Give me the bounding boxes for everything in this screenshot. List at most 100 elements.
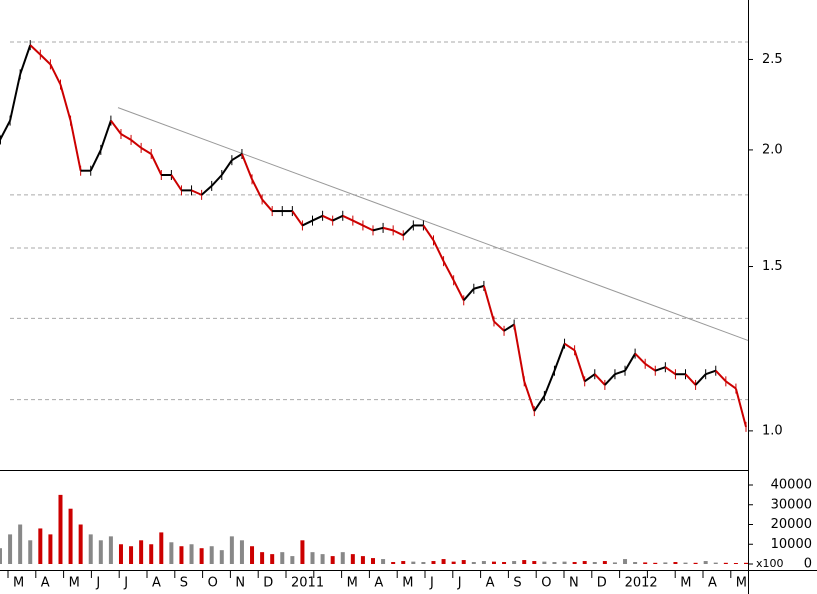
volume-bar xyxy=(38,528,43,564)
y2-tick-label: 40000 xyxy=(771,478,812,493)
x-tick-label: 2012 xyxy=(625,576,658,591)
y-tick-label: 2.0 xyxy=(762,142,783,157)
price-segment xyxy=(432,239,445,262)
volume-bar xyxy=(360,556,365,564)
price-segment xyxy=(573,349,586,382)
y2-tick-label: 30000 xyxy=(771,497,812,512)
x-tick-label: A xyxy=(374,576,383,591)
volume-bar xyxy=(623,559,628,564)
price-segment xyxy=(725,380,737,390)
price-segment xyxy=(654,366,666,372)
volume-bar xyxy=(491,561,496,564)
volume-bar xyxy=(653,562,658,564)
price-segment xyxy=(402,224,415,237)
y-tick-label: 1.0 xyxy=(762,423,783,438)
volume-bar xyxy=(179,546,184,564)
price-segment xyxy=(0,120,11,141)
volume-bar xyxy=(88,534,93,564)
volume-bar xyxy=(371,558,375,564)
price-segment xyxy=(614,369,626,376)
price-segment xyxy=(523,381,536,412)
price-segment xyxy=(604,373,616,386)
volume-bar xyxy=(270,554,275,564)
volume-bar xyxy=(633,562,638,564)
price-segment xyxy=(301,219,313,227)
volume-bar xyxy=(250,546,255,564)
price-segment xyxy=(210,174,223,187)
volume-bar xyxy=(320,554,325,564)
volume-bar xyxy=(431,561,436,564)
volume-bar xyxy=(209,546,214,564)
y2-tick-label: 10000 xyxy=(771,537,812,552)
x-tick-label: M xyxy=(13,576,24,591)
y-tick-label: 2.5 xyxy=(762,52,783,67)
x-tick-label: A xyxy=(41,576,50,591)
volume-bar xyxy=(280,552,285,564)
volume-bar xyxy=(441,559,446,564)
volume-bar xyxy=(723,562,728,564)
volume-bar xyxy=(663,562,668,564)
volume-bar xyxy=(713,562,718,564)
volume-bar xyxy=(532,561,537,564)
x-tick-label: M xyxy=(680,576,691,591)
x-tick-label: M xyxy=(402,576,413,591)
price-segment xyxy=(503,323,515,332)
volume-bar xyxy=(260,552,265,564)
x-tick-label: D xyxy=(597,576,607,591)
x-tick-label: O xyxy=(541,576,551,591)
volume-bar xyxy=(189,544,194,564)
price-segment xyxy=(594,373,606,386)
x-tick-label: N xyxy=(235,576,245,591)
price-segment xyxy=(462,288,475,301)
price-segment xyxy=(120,133,132,141)
price-segment xyxy=(442,260,455,281)
x-tick-label: A xyxy=(486,576,495,591)
volume-bar xyxy=(744,562,748,564)
x-tick-label: M xyxy=(347,576,358,591)
price-segment xyxy=(49,63,62,85)
volume-bar xyxy=(733,563,738,564)
volume-bar xyxy=(108,536,113,564)
price-segment xyxy=(322,214,334,222)
volume-bar xyxy=(542,561,547,564)
volume-bar xyxy=(502,562,507,564)
price-segment xyxy=(493,320,505,332)
volume-bar xyxy=(78,524,83,564)
x-tick-label: A xyxy=(708,576,717,591)
volume-bar xyxy=(310,552,315,564)
volume-bar xyxy=(18,524,23,564)
price-segment xyxy=(473,284,485,290)
price-segment xyxy=(543,370,556,397)
volume-bar xyxy=(8,534,13,564)
volume-bar xyxy=(703,561,708,564)
y2-tick-label: 20000 xyxy=(771,517,812,532)
volume-bar xyxy=(421,562,426,564)
price-segment xyxy=(59,84,72,121)
price-segment xyxy=(624,353,636,372)
price-segment xyxy=(231,153,243,162)
volume-bar xyxy=(582,561,587,564)
volume-bar xyxy=(149,544,154,564)
price-segment xyxy=(332,214,344,222)
volume-bar xyxy=(381,559,386,564)
price-segment xyxy=(644,362,656,372)
price-segment xyxy=(634,352,646,365)
volume-bar xyxy=(239,540,244,564)
volume-bar xyxy=(602,561,607,564)
x-tick-label: S xyxy=(180,576,188,591)
price-segment xyxy=(191,189,203,196)
price-segment xyxy=(513,324,526,382)
price-segment xyxy=(422,224,435,241)
price-segment xyxy=(553,343,566,372)
price-segment xyxy=(140,147,152,155)
price-segment xyxy=(200,185,213,196)
price-segment xyxy=(261,198,273,212)
price-segment xyxy=(382,226,394,232)
volume-unit: x100 xyxy=(756,557,784,570)
x-tick-label: J xyxy=(95,576,100,591)
volume-bar xyxy=(129,546,134,564)
price-segment xyxy=(39,53,52,66)
price-segment xyxy=(705,369,717,376)
x-tick-label: J xyxy=(457,576,462,591)
